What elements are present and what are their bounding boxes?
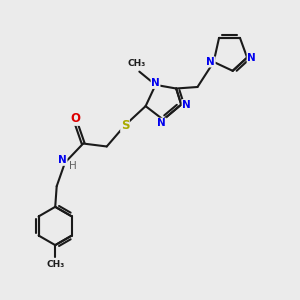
Text: N: N [158, 118, 166, 128]
Text: CH₃: CH₃ [46, 260, 64, 269]
Text: H: H [69, 161, 77, 171]
Text: O: O [71, 112, 81, 125]
Text: N: N [151, 78, 160, 88]
Text: N: N [247, 52, 256, 63]
Text: S: S [121, 119, 129, 132]
Text: N: N [206, 57, 215, 67]
Text: N: N [58, 155, 67, 165]
Text: CH₃: CH₃ [128, 59, 146, 68]
Text: N: N [182, 100, 191, 110]
